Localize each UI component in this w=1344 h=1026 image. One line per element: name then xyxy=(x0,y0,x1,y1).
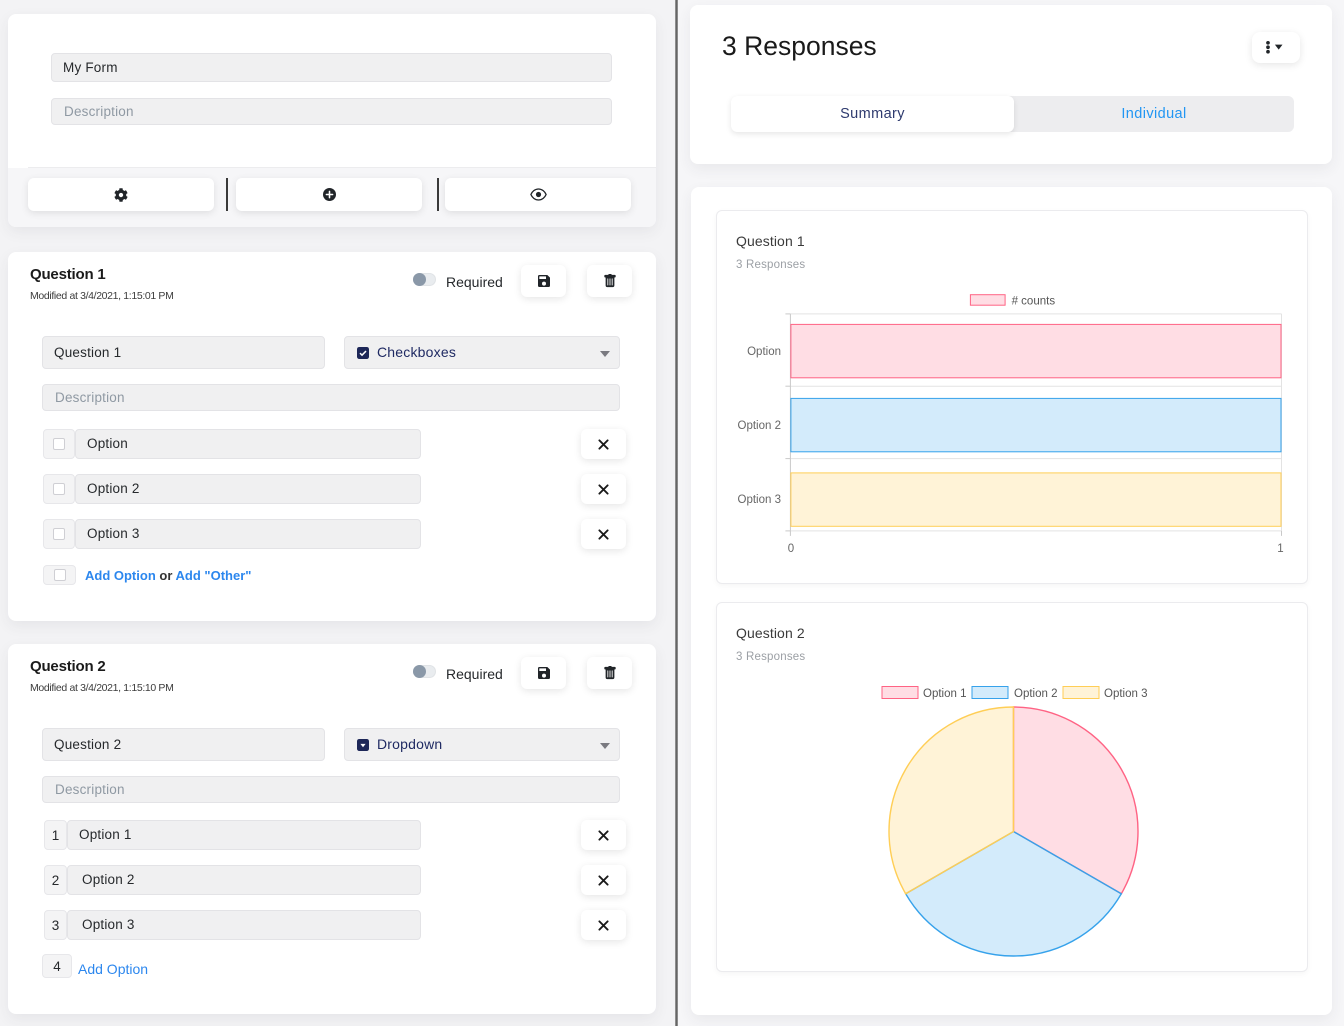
svg-text:Option 2: Option 2 xyxy=(738,420,781,432)
svg-text:Option 3: Option 3 xyxy=(738,494,781,506)
svg-text:Option 2: Option 2 xyxy=(1014,688,1057,700)
svg-text:Option: Option xyxy=(747,346,781,358)
svg-text:# counts: # counts xyxy=(1012,295,1056,307)
svg-text:0: 0 xyxy=(788,543,794,555)
svg-text:1: 1 xyxy=(1277,543,1283,555)
svg-text:Option 3: Option 3 xyxy=(1104,688,1147,700)
svg-text:Option 1: Option 1 xyxy=(923,688,966,700)
